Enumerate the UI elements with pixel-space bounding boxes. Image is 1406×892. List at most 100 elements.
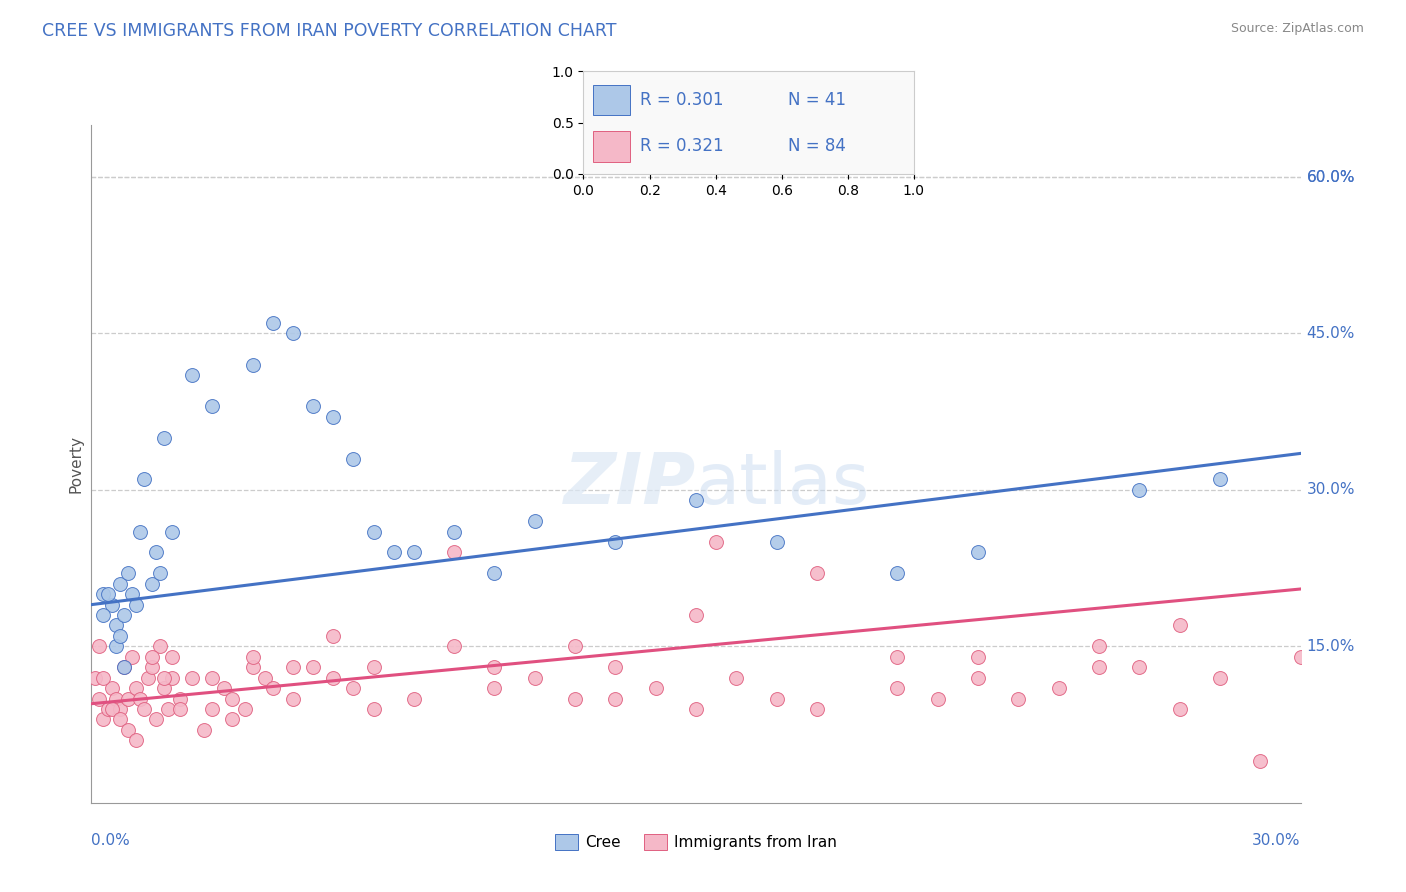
Text: 60.0%: 60.0%	[1306, 169, 1355, 185]
Point	[145, 545, 167, 559]
Text: 30.0%: 30.0%	[1306, 483, 1355, 498]
Point	[125, 681, 148, 695]
Point	[125, 598, 148, 612]
Point	[281, 326, 304, 341]
Point	[242, 649, 264, 664]
Point	[564, 640, 586, 654]
Point	[117, 691, 139, 706]
Point	[117, 566, 139, 581]
Point	[1289, 649, 1312, 664]
Point	[806, 702, 828, 716]
Point	[363, 660, 385, 674]
Point	[96, 702, 118, 716]
Point	[1128, 483, 1150, 497]
Point	[443, 640, 465, 654]
Point	[153, 671, 176, 685]
Point	[112, 608, 135, 623]
Point	[181, 671, 204, 685]
Point	[141, 576, 163, 591]
Point	[117, 723, 139, 737]
Point	[1088, 660, 1111, 674]
Point	[149, 566, 172, 581]
Point	[322, 671, 344, 685]
Point	[1047, 681, 1070, 695]
Point	[136, 671, 159, 685]
Point	[108, 576, 131, 591]
Point	[100, 598, 122, 612]
Point	[262, 316, 284, 330]
Point	[93, 587, 115, 601]
Point	[644, 681, 666, 695]
Point	[967, 649, 990, 664]
Point	[100, 681, 122, 695]
Point	[484, 660, 506, 674]
Point	[765, 691, 787, 706]
Point	[523, 671, 546, 685]
Point	[160, 649, 183, 664]
Point	[89, 691, 111, 706]
Point	[1128, 660, 1150, 674]
Point	[605, 535, 627, 549]
Point	[141, 660, 163, 674]
Point	[104, 691, 127, 706]
Point	[342, 451, 364, 466]
Point	[149, 640, 172, 654]
Point	[96, 587, 118, 601]
Point	[121, 587, 143, 601]
Point	[100, 702, 122, 716]
Point	[169, 702, 191, 716]
Point	[104, 640, 127, 654]
FancyBboxPatch shape	[593, 131, 630, 161]
Point	[402, 691, 425, 706]
Point	[153, 681, 176, 695]
Point	[262, 681, 284, 695]
Point	[108, 629, 131, 643]
Point	[169, 691, 191, 706]
Point	[725, 671, 748, 685]
Point	[886, 566, 908, 581]
Point	[1249, 754, 1271, 768]
Point	[322, 629, 344, 643]
Text: atlas: atlas	[696, 450, 870, 518]
Point	[363, 702, 385, 716]
Point	[93, 671, 115, 685]
Point	[1209, 671, 1232, 685]
Point	[967, 671, 990, 685]
Text: CREE VS IMMIGRANTS FROM IRAN POVERTY CORRELATION CHART: CREE VS IMMIGRANTS FROM IRAN POVERTY COR…	[42, 22, 617, 40]
Point	[886, 681, 908, 695]
Point	[125, 733, 148, 747]
Point	[685, 493, 707, 508]
Point	[112, 660, 135, 674]
Point	[402, 545, 425, 559]
Text: N = 41: N = 41	[789, 91, 846, 109]
Point	[443, 545, 465, 559]
Point	[967, 545, 990, 559]
Point	[214, 681, 236, 695]
Text: N = 84: N = 84	[789, 137, 846, 155]
Text: 15.0%: 15.0%	[1306, 639, 1355, 654]
Point	[302, 660, 325, 674]
Point	[112, 660, 135, 674]
FancyBboxPatch shape	[593, 85, 630, 115]
Point	[89, 640, 111, 654]
Point	[201, 400, 224, 414]
Point	[685, 608, 707, 623]
Point	[93, 712, 115, 726]
Point	[141, 649, 163, 664]
Point	[484, 566, 506, 581]
Point	[523, 514, 546, 528]
Point	[1168, 618, 1191, 632]
Point	[704, 535, 727, 549]
Point	[160, 524, 183, 539]
Point	[363, 524, 385, 539]
Text: R = 0.321: R = 0.321	[640, 137, 723, 155]
Point	[281, 660, 304, 674]
Point	[927, 691, 949, 706]
Text: Source: ZipAtlas.com: Source: ZipAtlas.com	[1230, 22, 1364, 36]
Point	[233, 702, 256, 716]
Y-axis label: Poverty: Poverty	[67, 434, 83, 493]
Point	[132, 702, 155, 716]
Point	[242, 660, 264, 674]
Point	[108, 702, 131, 716]
Point	[1209, 473, 1232, 487]
